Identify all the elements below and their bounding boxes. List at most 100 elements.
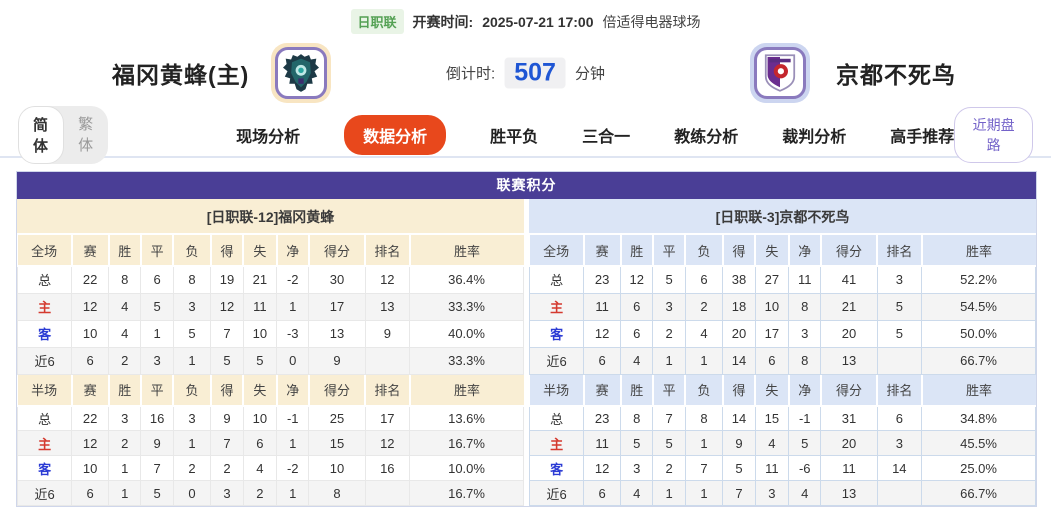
away-team-panel: [日职联-3]京都不死鸟 全场赛胜平负得失净得分 排名 胜率总 23 12 5 6 38 27 1… <box>528 199 1036 506</box>
cell: 31 <box>820 405 878 431</box>
cell: 13 <box>820 480 878 506</box>
cell: 3 <box>172 405 212 431</box>
tab-expert-picks[interactable]: 高手推荐 <box>890 129 955 146</box>
column-header-row: 半场赛胜平负得失净得分 排名 胜率 <box>529 374 1036 407</box>
column-header: 赛 <box>70 374 109 407</box>
column-header: 负 <box>172 235 211 267</box>
cell: 25 <box>308 405 366 431</box>
cell: 1 <box>140 319 174 348</box>
home-team-block: 福冈黄蜂(主) <box>112 43 332 103</box>
cell: 1 <box>172 346 212 375</box>
cell: 8 <box>788 346 822 375</box>
column-header: 负 <box>172 374 211 407</box>
column-header: 失 <box>754 374 789 407</box>
column-header: 胜率 <box>408 235 524 267</box>
cell: 8 <box>172 265 212 294</box>
cell <box>876 480 923 506</box>
table-title: 联赛积分 <box>17 172 1036 199</box>
column-header: 平 <box>651 235 686 267</box>
cell: 22 <box>71 265 110 294</box>
cell: 1 <box>276 292 310 321</box>
cell: 7 <box>140 455 174 481</box>
cell: 3 <box>652 292 686 321</box>
column-header: 胜 <box>107 374 141 407</box>
cell: 12 <box>71 292 110 321</box>
cell: 6 <box>242 430 278 456</box>
cell: 5 <box>876 319 923 348</box>
cell: 21 <box>820 292 878 321</box>
column-header: 平 <box>139 235 174 267</box>
column-header: 赛 <box>70 235 109 267</box>
cell: 4 <box>620 480 654 506</box>
cell: 12 <box>210 292 244 321</box>
cell: 8 <box>108 265 142 294</box>
cell: 18 <box>722 292 756 321</box>
cell: 2 <box>108 430 142 456</box>
tab-data-analysis[interactable]: 数据分析 <box>344 115 447 155</box>
cell: 4 <box>620 346 654 375</box>
table-row: 主 12 2 9 1 7 6 1 15 12 16.7% <box>16 430 524 456</box>
cell: 6 <box>620 292 654 321</box>
cell: 主 <box>528 430 585 456</box>
cell: 5 <box>652 430 686 456</box>
cell: 45.5% <box>921 430 1036 456</box>
kickoff-label: 开赛时间: <box>412 13 474 30</box>
column-header: 得分 <box>307 235 366 267</box>
tab-referee-analysis[interactable]: 裁判分析 <box>782 129 847 146</box>
tab-live-analysis[interactable]: 现场分析 <box>236 129 301 146</box>
cell: 1 <box>108 455 142 481</box>
column-header: 排名 <box>364 374 410 407</box>
cell: 3 <box>620 455 654 481</box>
cell: 总 <box>16 265 73 294</box>
column-header: 赛 <box>582 374 621 407</box>
home-team-panel: [日职联-12]福冈黄蜂 全场赛胜平负得失净得分 排名 胜率总 22 8 6 8 19 21 -2… <box>16 199 524 506</box>
table-row: 总 23 12 5 6 38 27 11 41 3 52.2% <box>528 265 1036 294</box>
away-team-block: 京都不死鸟 <box>750 43 956 103</box>
cell: 52.2% <box>921 265 1036 294</box>
cell: 近6 <box>16 346 73 375</box>
tab-coach-analysis[interactable]: 教练分析 <box>674 129 739 146</box>
cell: 38 <box>722 265 756 294</box>
cell: 11 <box>754 455 790 481</box>
cell: 30 <box>308 265 366 294</box>
cell: 9 <box>308 346 366 375</box>
cell: 3 <box>172 292 212 321</box>
cell: 3 <box>140 346 174 375</box>
home-panel-header: [日职联-12]福冈黄蜂 <box>17 199 524 235</box>
cell: 6 <box>620 319 654 348</box>
column-header: 胜率 <box>920 374 1036 407</box>
recent-odds-button[interactable]: 近期盘路 <box>954 107 1033 163</box>
cell: 50.0% <box>921 319 1036 348</box>
cell: 3 <box>876 430 923 456</box>
cell: 5 <box>788 430 822 456</box>
cell: 1 <box>684 430 724 456</box>
teams-header: 福冈黄蜂(主) 倒计时: 507 分钟 <box>0 32 1051 114</box>
cell: 近6 <box>16 480 73 506</box>
column-header: 得 <box>209 235 244 267</box>
language-toggle[interactable]: 简体 繁体 <box>18 106 109 164</box>
tab-win-draw-lose[interactable]: 胜平负 <box>490 129 539 146</box>
cell: 10.0% <box>409 455 524 481</box>
cell: 17 <box>364 405 411 431</box>
tab-three-in-one[interactable]: 三合一 <box>582 129 631 146</box>
cell: 66.7% <box>921 480 1036 506</box>
cell: 10 <box>71 319 110 348</box>
column-header: 得 <box>209 374 244 407</box>
cell <box>364 346 411 375</box>
cell: 近6 <box>528 346 585 375</box>
column-header: 排名 <box>364 235 410 267</box>
cell: -1 <box>276 405 310 431</box>
home-full-time-table: 全场赛胜平负得失净得分 排名 胜率总 22 8 6 8 19 21 -2 30 12 36.4% 主 12 4… <box>16 235 524 375</box>
cell: 5 <box>140 292 174 321</box>
cell: 3 <box>788 319 822 348</box>
table-row: 近6 6 4 1 1 7 3 4 13 66.7% <box>528 480 1036 506</box>
away-full-time-table: 全场赛胜平负得失净得分 排名 胜率总 23 12 5 6 38 27 11 41 3 52.2% 主 11 6… <box>528 235 1036 375</box>
table-row: 客 12 6 2 4 20 17 3 20 5 50.0% <box>528 319 1036 348</box>
column-header: 负 <box>684 374 723 407</box>
cell: 20 <box>820 319 878 348</box>
cell: 7 <box>210 319 244 348</box>
cell: 3 <box>210 480 244 506</box>
lang-simplified[interactable]: 简体 <box>18 106 65 164</box>
lang-traditional[interactable]: 繁体 <box>78 116 94 154</box>
cell: 9 <box>722 430 756 456</box>
